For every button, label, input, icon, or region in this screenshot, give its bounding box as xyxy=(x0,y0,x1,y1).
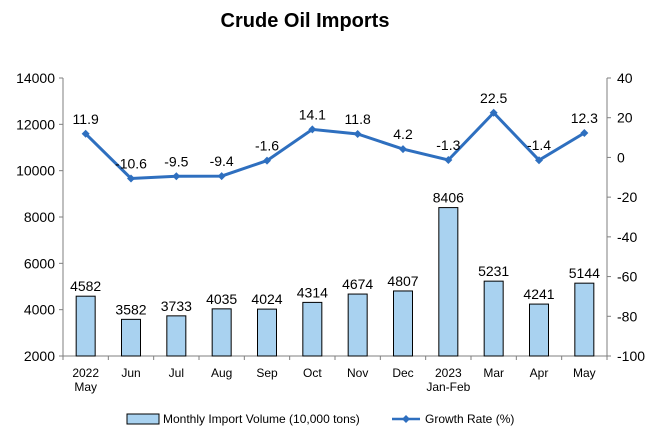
right-tick-label: -20 xyxy=(617,189,637,205)
bar-value-label: 4807 xyxy=(387,273,418,289)
left-tick-label: 10000 xyxy=(16,163,55,179)
legend-bar-label: Monthly Import Volume (10,000 tons) xyxy=(163,412,360,426)
right-tick-label: -80 xyxy=(617,308,637,324)
x-tick-label: Sep xyxy=(256,366,278,380)
growth-rate-label: -1.3 xyxy=(436,137,460,153)
x-tick-label-line2: May xyxy=(74,380,97,394)
legend-bar-swatch xyxy=(126,413,160,425)
x-tick-label: May xyxy=(573,366,596,380)
left-tick-label: 12000 xyxy=(16,116,55,132)
growth-rate-point xyxy=(308,125,317,134)
bar xyxy=(483,280,504,357)
bar xyxy=(529,303,549,357)
bar-value-label: 4024 xyxy=(251,291,282,307)
x-tick-label: Oct xyxy=(303,366,322,380)
bar-value-label: 4035 xyxy=(206,291,237,307)
right-tick-label: -40 xyxy=(617,229,637,245)
growth-rate-label: -9.4 xyxy=(210,153,234,169)
bar-value-label: 4314 xyxy=(297,284,328,300)
x-tick-label: Apr xyxy=(530,366,549,380)
growth-rate-label: 11.9 xyxy=(73,111,99,127)
growth-rate-label: -1.6 xyxy=(255,138,279,154)
bar-value-label: 8406 xyxy=(433,190,464,206)
bar-value-label: 3733 xyxy=(161,298,192,314)
chart-title: Crude Oil Imports xyxy=(220,10,390,32)
bar xyxy=(211,308,232,357)
x-tick-label: 2022 xyxy=(72,366,99,380)
bar-value-label: 4674 xyxy=(342,276,373,292)
bar-value-label: 4241 xyxy=(523,286,554,302)
growth-rate-point xyxy=(399,145,407,154)
x-tick-label: Jul xyxy=(169,366,184,380)
bar xyxy=(121,318,141,357)
x-tick-label: Dec xyxy=(392,366,413,380)
x-tick-label-line2: Jan-Feb xyxy=(426,380,470,394)
growth-rate-label: 4.2 xyxy=(393,126,413,142)
growth-rate-point xyxy=(353,129,362,138)
growth-rate-label: 14.1 xyxy=(299,106,326,122)
growth-rate-point xyxy=(444,156,453,165)
bar xyxy=(438,207,459,357)
bar xyxy=(574,282,595,357)
right-tick-label: -100 xyxy=(617,348,645,364)
growth-rate-point xyxy=(127,174,135,183)
x-tick-label: Nov xyxy=(347,366,368,380)
x-tick-label: 2023 xyxy=(435,366,462,380)
growth-rate-point xyxy=(217,172,226,181)
left-tick-label: 8000 xyxy=(24,209,55,225)
bar-value-label: 3582 xyxy=(115,301,146,317)
right-tick-label: -60 xyxy=(617,269,637,285)
growth-rate-point xyxy=(263,156,271,165)
legend-line-label: Growth Rate (%) xyxy=(425,412,514,426)
growth-rate-label: -9.5 xyxy=(164,153,188,169)
x-tick-label: Mar xyxy=(483,366,504,380)
bar xyxy=(75,295,96,357)
bar-value-label: 5231 xyxy=(478,263,509,279)
growth-rate-point xyxy=(580,129,589,138)
growth-rate-point xyxy=(172,172,181,181)
growth-rate-label: -10.6 xyxy=(115,155,147,171)
right-tick-label: 40 xyxy=(617,70,633,86)
growth-rate-label: 11.8 xyxy=(345,111,371,127)
left-tick-label: 6000 xyxy=(24,255,55,271)
right-tick-label: 0 xyxy=(617,149,625,165)
x-tick-label: Jun xyxy=(121,366,140,380)
growth-rate-line xyxy=(84,110,586,181)
right-tick-label: 20 xyxy=(617,110,633,126)
left-tick-label: 4000 xyxy=(24,302,55,318)
bar xyxy=(393,290,413,357)
growth-rate-point xyxy=(535,156,543,165)
growth-rate-label: 12.3 xyxy=(571,110,598,126)
bar-value-label: 4582 xyxy=(70,278,101,294)
growth-rate-point xyxy=(81,129,90,138)
growth-rate-label: -1.4 xyxy=(527,137,551,153)
growth-rate-point xyxy=(489,108,498,117)
left-tick-label: 2000 xyxy=(24,348,55,364)
left-tick-label: 14000 xyxy=(16,70,55,86)
bar-value-label: 5144 xyxy=(569,265,600,281)
bar xyxy=(302,301,323,357)
growth-rate-label: 22.5 xyxy=(480,90,507,106)
x-tick-label: Aug xyxy=(211,366,232,380)
legend-line-marker xyxy=(402,415,410,423)
bar xyxy=(166,315,187,357)
bar xyxy=(257,308,277,357)
bar xyxy=(347,293,368,357)
